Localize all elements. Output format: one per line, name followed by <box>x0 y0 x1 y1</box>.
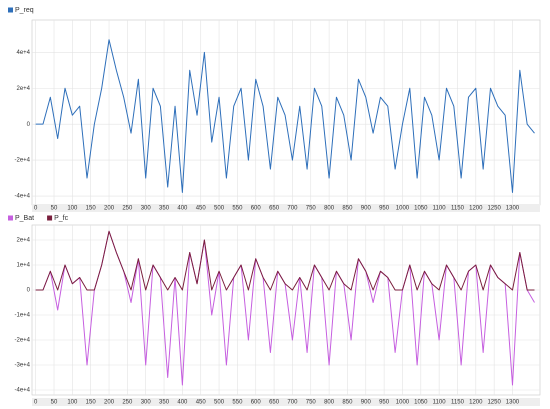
x-tick-label: 900 <box>361 206 372 212</box>
x-tick-label: 1300 <box>506 400 520 406</box>
legend-label: P_req <box>15 7 34 14</box>
series-line <box>35 39 535 193</box>
x-tick-label: 600 <box>251 206 262 212</box>
x-tick-label: 100 <box>67 206 78 212</box>
x-tick-label: 300 <box>141 400 152 406</box>
x-tick-label: 700 <box>287 206 298 212</box>
x-tick-label: 900 <box>361 400 372 406</box>
x-tick-label: 250 <box>122 400 133 406</box>
x-tick-label: 800 <box>324 400 335 406</box>
y-tick-label: -3e+4 <box>14 363 30 369</box>
y-tick-label: -4e+4 <box>14 388 30 394</box>
y-tick-label: 0 <box>27 288 31 294</box>
legend-label: P_fc <box>54 215 69 222</box>
x-axis-strip <box>32 398 540 406</box>
x-tick-label: 950 <box>379 206 390 212</box>
x-tick-label: 400 <box>177 400 188 406</box>
x-tick-label: 700 <box>287 400 298 406</box>
x-tick-label: 600 <box>251 400 262 406</box>
x-tick-label: 550 <box>232 206 243 212</box>
x-tick-label: 550 <box>232 400 243 406</box>
legend-label: P_Bat <box>15 215 34 222</box>
x-tick-label: 50 <box>51 400 58 406</box>
x-tick-label: 1050 <box>414 206 428 212</box>
y-tick-label: 1e+4 <box>16 263 30 269</box>
y-tick-label: 0 <box>27 122 31 128</box>
x-tick-label: 0 <box>34 400 38 406</box>
x-tick-label: 650 <box>269 400 280 406</box>
series-line <box>35 230 535 291</box>
legend-swatch <box>47 215 53 221</box>
x-tick-label: 300 <box>141 206 152 212</box>
x-tick-label: 1300 <box>506 206 520 212</box>
x-tick-label: 1000 <box>396 206 410 212</box>
x-tick-label: 850 <box>342 206 353 212</box>
y-tick-label: -1e+4 <box>14 313 30 319</box>
x-tick-label: 150 <box>86 400 97 406</box>
legend-swatch <box>8 7 13 13</box>
x-tick-label: 650 <box>269 206 280 212</box>
plot-area <box>31 19 541 206</box>
x-tick-label: 750 <box>306 400 317 406</box>
x-tick-label: 100 <box>67 400 78 406</box>
x-tick-label: 1200 <box>469 206 483 212</box>
x-tick-label: 950 <box>379 400 390 406</box>
x-tick-label: 1000 <box>396 400 410 406</box>
legend-swatch <box>8 215 13 221</box>
x-tick-label: 1100 <box>433 400 447 406</box>
y-tick-label: -2e+4 <box>14 158 30 164</box>
y-tick-label: 2e+4 <box>16 86 30 92</box>
x-tick-label: 800 <box>324 206 335 212</box>
y-tick-label: 2e+4 <box>16 238 30 244</box>
x-tick-label: 850 <box>342 400 353 406</box>
x-tick-label: 150 <box>86 206 97 212</box>
x-tick-label: 1250 <box>487 206 501 212</box>
x-tick-label: 1250 <box>487 400 501 406</box>
x-axis-strip <box>32 204 540 212</box>
y-tick-label: -4e+4 <box>14 194 30 200</box>
x-tick-label: 350 <box>159 206 170 212</box>
x-tick-label: 1200 <box>469 400 483 406</box>
x-tick-label: 450 <box>196 206 207 212</box>
x-tick-label: 500 <box>214 206 225 212</box>
y-tick-label: 4e+4 <box>16 50 30 56</box>
x-tick-label: 250 <box>122 206 133 212</box>
x-tick-label: 400 <box>177 206 188 212</box>
x-tick-label: 1100 <box>433 206 447 212</box>
x-tick-label: 450 <box>196 400 207 406</box>
x-tick-label: 350 <box>159 400 170 406</box>
x-tick-label: 500 <box>214 400 225 406</box>
x-tick-label: 200 <box>104 400 115 406</box>
x-tick-label: 1050 <box>414 400 428 406</box>
x-tick-label: 750 <box>306 206 317 212</box>
y-tick-label: -2e+4 <box>14 338 30 344</box>
plot-area <box>31 224 541 396</box>
x-tick-label: 0 <box>34 206 38 212</box>
x-tick-label: 200 <box>104 206 115 212</box>
x-tick-label: 1150 <box>451 206 465 212</box>
x-tick-label: 50 <box>51 206 58 212</box>
x-tick-label: 1150 <box>451 400 465 406</box>
